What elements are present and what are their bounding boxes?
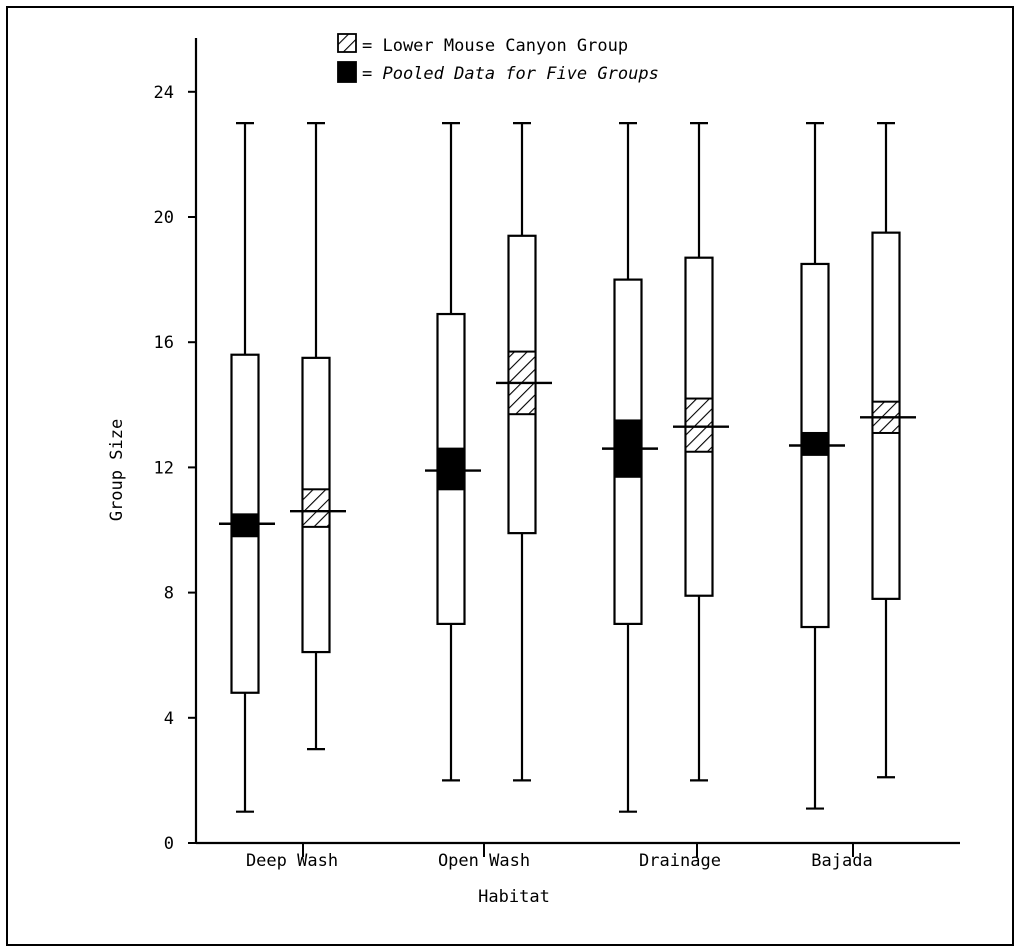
- axes: [194, 38, 960, 845]
- ci-region-open-wash-solid: [436, 447, 466, 491]
- y-tick-label-8: 8: [164, 584, 174, 604]
- legend-label-lower-mouse-canyon: = Lower Mouse Canyon Group: [362, 36, 628, 56]
- ci-region-deep-wash-hatched: [301, 488, 331, 528]
- ci-region-bajada-solid: [800, 431, 830, 456]
- x-tick-label-open-wash: Open Wash: [438, 851, 530, 871]
- y-tick-label-4: 4: [164, 709, 174, 729]
- y-tick-label-0: 0: [164, 834, 174, 854]
- y-tick-label-24: 24: [154, 83, 174, 103]
- legend: = Lower Mouse Canyon Group = Pooled Data…: [337, 33, 659, 84]
- boxes: [219, 121, 916, 813]
- ci-region-deep-wash-solid: [230, 513, 260, 538]
- y-tick-label-20: 20: [154, 208, 174, 228]
- y-ticks: 0 4 8 12 16 20 24: [154, 83, 196, 854]
- y-axis-label: Group Size: [107, 419, 127, 521]
- y-tick-label-16: 16: [154, 333, 174, 353]
- legend-solid-swatch: [337, 61, 357, 83]
- y-tick-label-12: 12: [154, 458, 174, 478]
- ci-region-drainage-hatched: [684, 397, 714, 453]
- x-ticks: Deep Wash Open Wash Drainage Bajada: [246, 843, 873, 871]
- x-tick-label-deep-wash: Deep Wash: [246, 851, 338, 871]
- x-axis-label: Habitat: [478, 887, 550, 907]
- figure-frame: [6, 6, 1014, 946]
- legend-label-pooled-data: = Pooled Data for Five Groups: [362, 64, 659, 84]
- legend-hatched-swatch: [337, 33, 357, 53]
- x-tick-label-drainage: Drainage: [639, 851, 721, 871]
- x-tick-label-bajada: Bajada: [811, 851, 872, 871]
